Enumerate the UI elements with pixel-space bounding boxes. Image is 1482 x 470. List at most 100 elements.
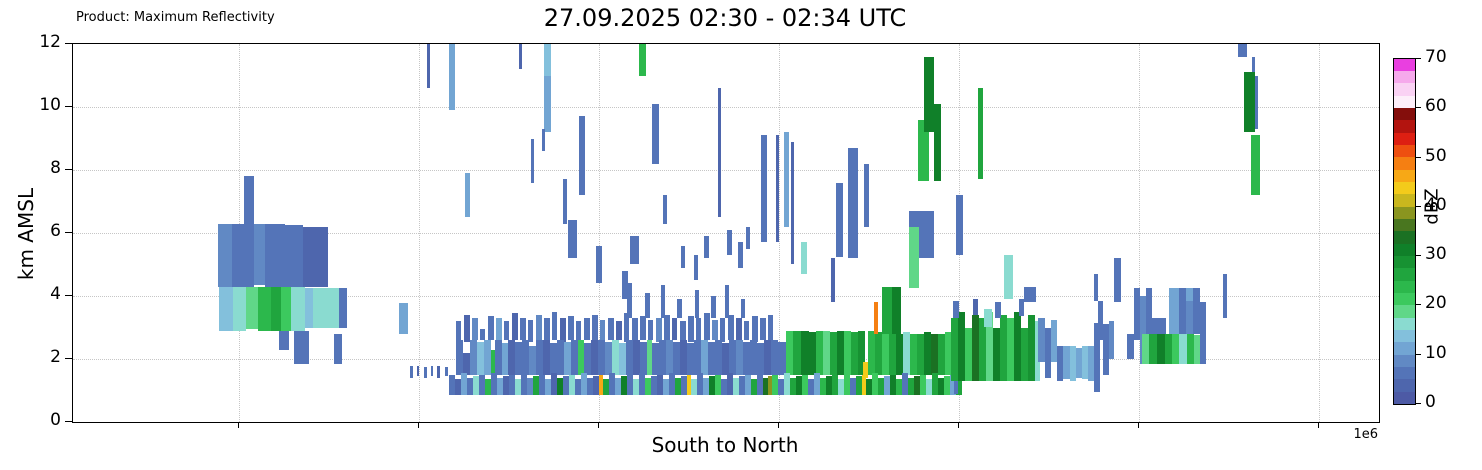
reflectivity-bar [417, 365, 419, 377]
colorbar-tick-label: 50 [1425, 145, 1447, 166]
colorbar-tick-label: 20 [1425, 293, 1447, 314]
reflectivity-bar [515, 379, 521, 396]
reflectivity-bar [1179, 288, 1186, 334]
reflectivity-bar [677, 299, 682, 319]
gridline-horizontal [73, 170, 1379, 171]
reflectivity-bar [509, 374, 515, 396]
reflectivity-bar [934, 103, 941, 182]
y-axis-tick [65, 169, 72, 170]
reflectivity-bar [1014, 311, 1021, 382]
reflectivity-bar [720, 318, 725, 342]
reflectivity-bar [496, 318, 502, 342]
reflectivity-bar [661, 284, 665, 319]
reflectivity-bar [687, 374, 691, 396]
reflectivity-bar [569, 374, 575, 396]
colorbar-segment [1394, 243, 1415, 257]
colorbar-segment [1394, 182, 1415, 195]
reflectivity-bar [1146, 288, 1152, 359]
reflectivity-bar [784, 373, 790, 396]
reflectivity-bar [254, 223, 265, 285]
reflectivity-bar [978, 88, 983, 180]
reflectivity-bar [598, 340, 605, 375]
reflectivity-bar [587, 377, 593, 396]
reflectivity-bar [578, 340, 584, 375]
reflectivity-bar [823, 330, 830, 375]
colorbar-segment [1394, 145, 1415, 158]
reflectivity-bar [626, 340, 633, 375]
reflectivity-bar [838, 379, 844, 396]
reflectivity-bar [584, 343, 591, 375]
reflectivity-bar [427, 44, 430, 89]
reflectivity-bar [864, 163, 869, 227]
reflectivity-bar [757, 343, 764, 375]
y-axis-tick-label: 8 [50, 158, 61, 178]
reflectivity-bar [1007, 318, 1014, 382]
colorbar-segment [1394, 391, 1415, 404]
reflectivity-bar [633, 340, 640, 375]
reflectivity-bar [830, 332, 837, 375]
reflectivity-bar [1157, 333, 1165, 364]
reflectivity-bar [584, 318, 590, 341]
reflectivity-bar [801, 330, 809, 375]
reflectivity-bar [600, 319, 605, 341]
reflectivity-bar [515, 341, 522, 375]
reflectivity-bar [244, 176, 254, 224]
reflectivity-bar [536, 340, 543, 375]
colorbar-segment [1394, 305, 1415, 318]
reflectivity-bar [979, 318, 986, 382]
reflectivity-bar [938, 333, 945, 375]
colorbar-tick-label: 40 [1425, 194, 1447, 215]
reflectivity-bar [1172, 333, 1179, 364]
reflectivity-bar [1252, 56, 1255, 76]
reflectivity-bar [926, 379, 932, 396]
colorbar-segment [1394, 219, 1415, 232]
reflectivity-bar [652, 343, 659, 375]
reflectivity-bar [608, 318, 614, 341]
reflectivity-bar [563, 376, 569, 396]
reflectivity-bar [265, 223, 285, 287]
reflectivity-bar [675, 377, 681, 396]
reflectivity-bar [995, 302, 1001, 319]
reflectivity-bar [727, 229, 732, 256]
reflectivity-bar [621, 376, 627, 396]
colorbar-tick-label: 70 [1425, 47, 1447, 67]
reflectivity-bar [695, 289, 699, 319]
reflectivity-bar [951, 318, 958, 382]
reflectivity-bar [920, 374, 926, 396]
colorbar-tick [1415, 353, 1421, 355]
gridline-vertical [1319, 44, 1320, 422]
reflectivity-bar [504, 321, 509, 341]
reflectivity-bar [718, 88, 721, 218]
reflectivity-bar [746, 226, 750, 249]
reflectivity-bar [533, 376, 539, 396]
reflectivity-bar [480, 329, 485, 341]
reflectivity-bar [551, 373, 557, 396]
reflectivity-bar [279, 330, 289, 350]
colorbar-segment [1394, 108, 1415, 121]
reflectivity-bar [281, 286, 291, 331]
reflectivity-bar [1103, 324, 1109, 375]
colorbar-segment [1394, 268, 1415, 281]
reflectivity-bar [550, 343, 557, 375]
reflectivity-bar [736, 340, 743, 375]
colorbar-segment [1394, 83, 1415, 96]
reflectivity-bar [958, 311, 965, 382]
reflectivity-bar [632, 318, 638, 341]
reflectivity-bar [593, 376, 599, 396]
gridline-vertical [419, 44, 420, 422]
gridline-vertical [1139, 44, 1140, 422]
colorbar-segment [1394, 330, 1415, 343]
reflectivity-bar [745, 374, 751, 396]
reflectivity-bar [1076, 347, 1082, 378]
reflectivity-bar [431, 365, 433, 377]
reflectivity-bar [1142, 333, 1149, 364]
reflectivity-bar [271, 286, 281, 331]
reflectivity-bar [491, 373, 497, 396]
reflectivity-bar [750, 340, 757, 375]
reflectivity-bar [709, 376, 715, 396]
gridline-horizontal [73, 107, 1379, 108]
reflectivity-bar [1187, 333, 1194, 364]
colorbar-tick [1415, 156, 1421, 158]
y-axis-tick [65, 232, 72, 233]
